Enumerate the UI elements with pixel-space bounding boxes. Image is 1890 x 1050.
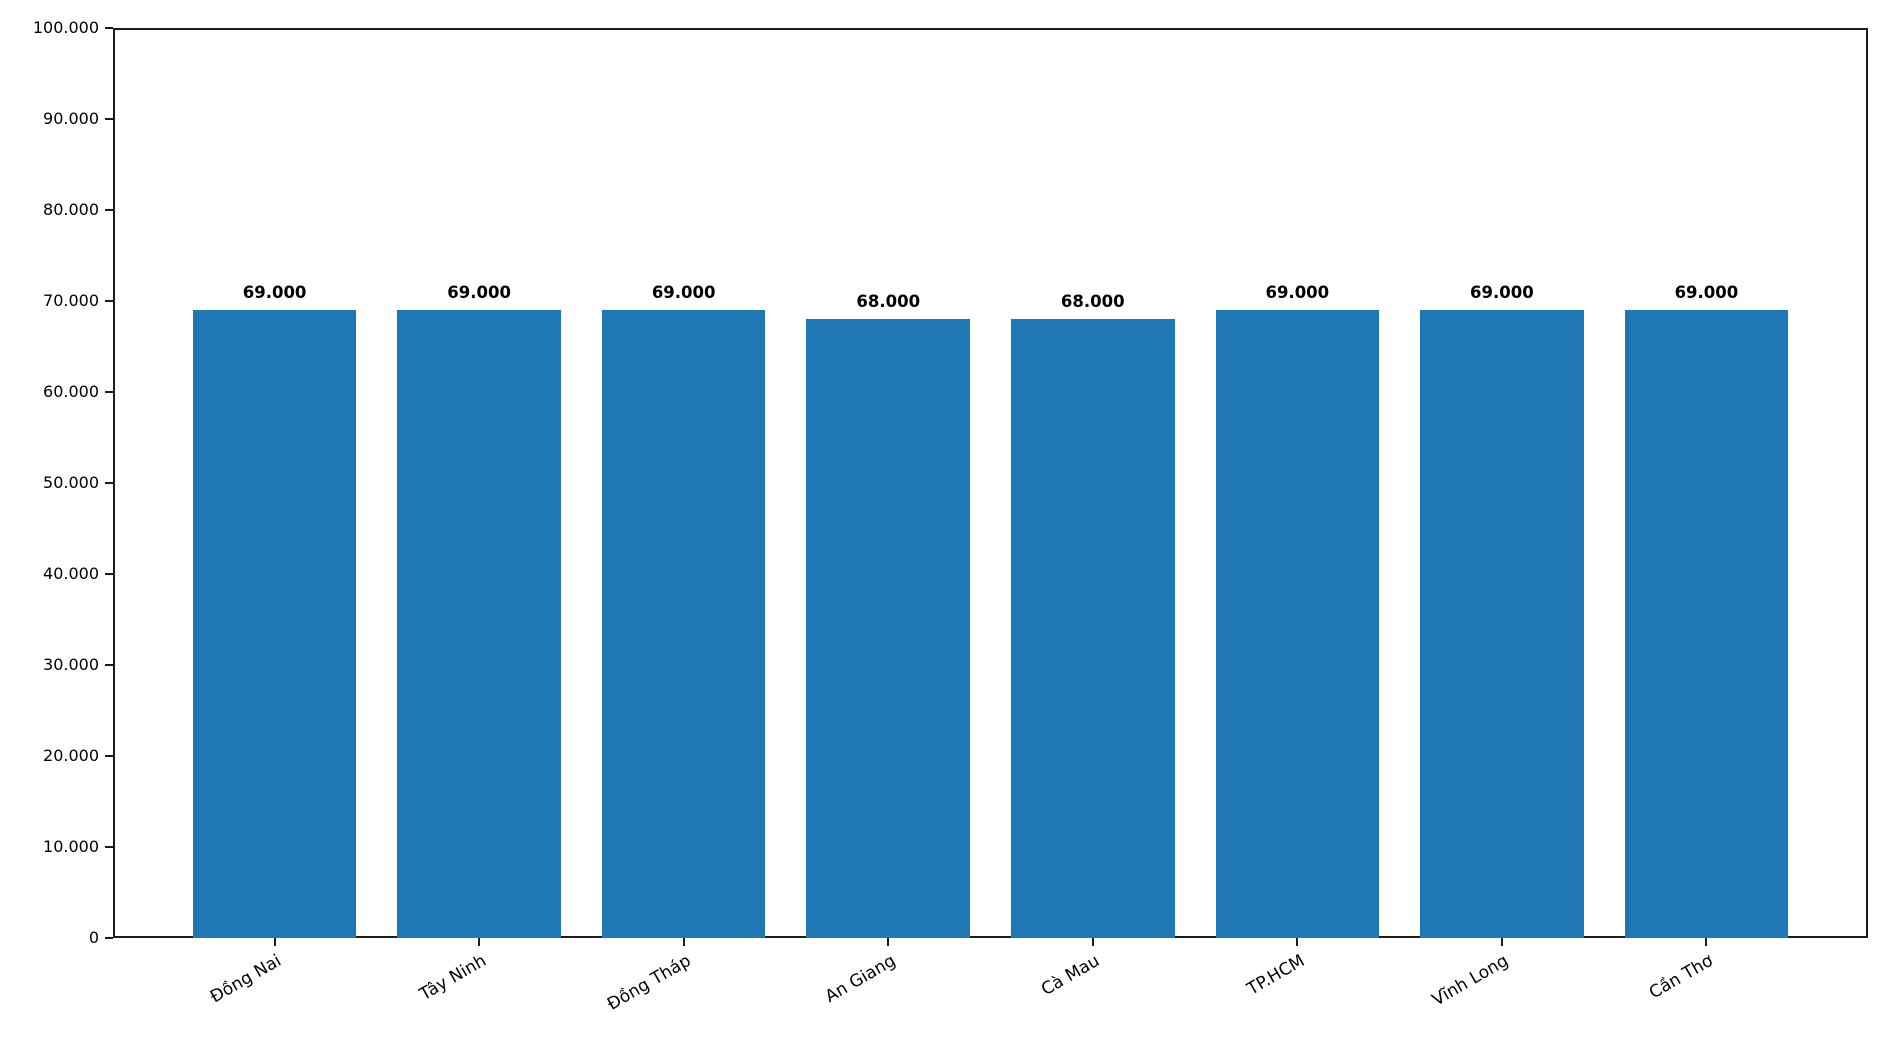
y-tick-mark bbox=[105, 755, 113, 757]
x-tick-mark bbox=[1705, 938, 1708, 946]
y-tick-mark bbox=[105, 118, 113, 120]
bar-value-label: 69.000 bbox=[1674, 283, 1739, 303]
y-tick-label: 0 bbox=[88, 928, 99, 947]
y-tick-label: 80.000 bbox=[43, 200, 99, 219]
y-tick-label: 20.000 bbox=[43, 746, 99, 765]
y-tick-mark bbox=[105, 664, 113, 666]
x-tick-mark bbox=[478, 938, 481, 946]
y-tick-mark bbox=[105, 391, 113, 393]
bar-value-label: 69.000 bbox=[1470, 283, 1534, 303]
y-tick-label: 10.000 bbox=[43, 837, 99, 856]
y-tick-mark bbox=[105, 573, 113, 575]
y-tick-label: 90.000 bbox=[43, 109, 99, 128]
bar-5 bbox=[1215, 310, 1380, 938]
x-tick-mark bbox=[1091, 938, 1094, 946]
y-tick-mark bbox=[105, 937, 113, 939]
y-tick-label: 40.000 bbox=[43, 564, 99, 583]
x-tick-label-wrap: Cần Thơ bbox=[1446, 950, 1717, 1003]
x-tick-mark bbox=[1500, 938, 1503, 946]
bar-0 bbox=[192, 310, 357, 938]
y-tick-label: 100.000 bbox=[32, 18, 99, 37]
x-tick-mark bbox=[887, 938, 890, 946]
y-tick-mark bbox=[105, 300, 113, 302]
bar-value-label: 68.000 bbox=[1060, 292, 1125, 312]
y-tick-mark bbox=[105, 27, 113, 29]
y-tick-label: 30.000 bbox=[43, 655, 99, 674]
bar-value-label: 69.000 bbox=[1265, 283, 1330, 303]
bar-4 bbox=[1010, 319, 1175, 938]
plot-area bbox=[113, 28, 1868, 938]
x-tick-mark bbox=[1296, 938, 1299, 946]
y-tick-mark bbox=[105, 209, 113, 211]
y-tick-mark bbox=[105, 482, 113, 484]
x-tick-label: Cần Thơ bbox=[1646, 950, 1717, 1004]
y-tick-label: 70.000 bbox=[43, 291, 99, 310]
bar-value-label: 69.000 bbox=[447, 283, 511, 303]
bar-value-label: 69.000 bbox=[651, 283, 716, 303]
x-tick-mark bbox=[273, 938, 276, 946]
bar-7 bbox=[1624, 310, 1789, 938]
bar-3 bbox=[806, 319, 971, 938]
y-tick-label: 50.000 bbox=[43, 473, 99, 492]
bar-6 bbox=[1420, 310, 1584, 938]
bar-1 bbox=[397, 310, 561, 938]
bar-value-label: 68.000 bbox=[856, 292, 921, 312]
bar-value-label: 69.000 bbox=[242, 283, 307, 303]
bar-2 bbox=[601, 310, 766, 938]
x-tick-mark bbox=[682, 938, 685, 946]
y-tick-label: 60.000 bbox=[43, 382, 99, 401]
y-tick-mark bbox=[105, 846, 113, 848]
